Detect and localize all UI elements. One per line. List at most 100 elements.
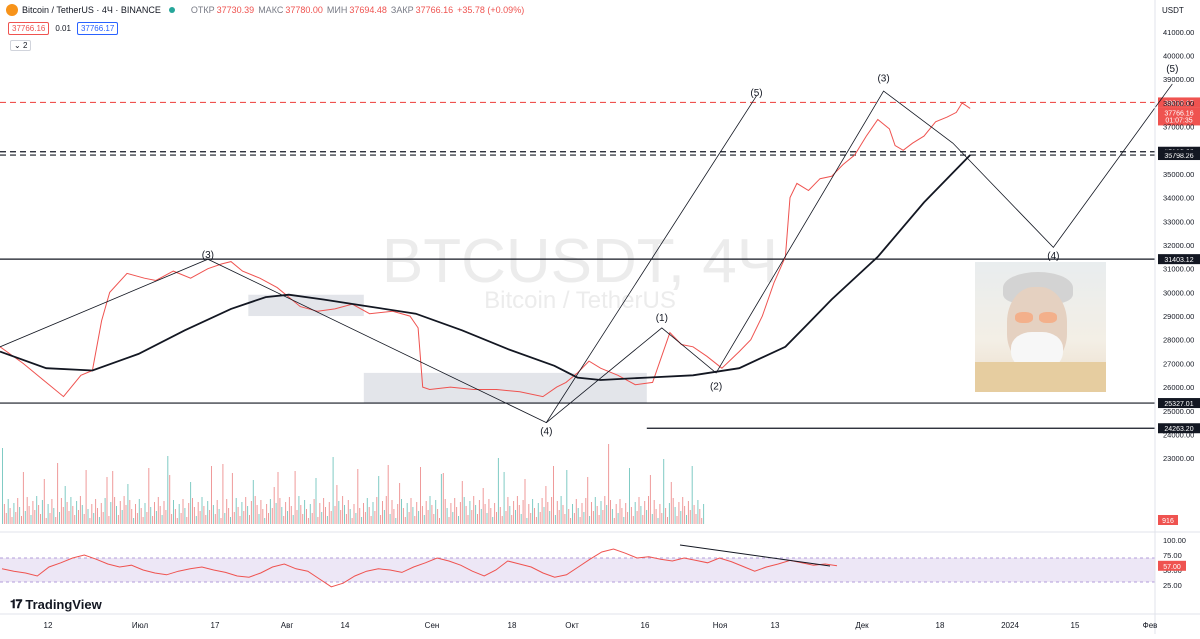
volume-bar (697, 500, 699, 524)
volume-bar (150, 507, 152, 524)
volume-bar (355, 513, 357, 524)
volume-bar (608, 444, 610, 524)
volume-bar (646, 510, 648, 524)
wave-label: (3) (202, 250, 214, 261)
volume-bar (114, 497, 116, 524)
volume-bar (642, 515, 644, 524)
volume-bar (435, 500, 437, 524)
sell-button[interactable]: 37766.16 (8, 22, 50, 35)
wave-label: (2) (710, 381, 722, 392)
volume-bar (98, 517, 100, 524)
volume-bar (425, 501, 427, 524)
volume-bar (471, 510, 473, 524)
volume-bar (237, 507, 239, 524)
y-tick-label: 25000.00 (1163, 407, 1194, 416)
volume-bar (49, 513, 51, 524)
x-tick-label: 18 (936, 621, 945, 630)
volume-bar (85, 470, 87, 524)
volume-bar (507, 497, 509, 524)
open-label: ОТКР (190, 5, 215, 15)
volume-bar (659, 504, 661, 524)
volume-bar (228, 508, 230, 524)
volume-bar (207, 501, 209, 524)
volume-bar (564, 514, 566, 524)
volume-bar (43, 479, 45, 524)
volume-bar (684, 506, 686, 524)
volume-bar (302, 514, 304, 524)
y-tick-label: 30000.00 (1163, 288, 1194, 297)
volume-bar (95, 499, 97, 524)
volume-bar (401, 499, 402, 524)
volume-bar (81, 505, 83, 524)
volume-bar (41, 500, 43, 524)
volume-bar (549, 511, 551, 524)
symbol-title[interactable]: Bitcoin / TetherUS · 4Ч · BINANCE (22, 5, 161, 15)
volume-bar (182, 499, 184, 524)
volume-bar (199, 511, 201, 524)
volume-bar (640, 506, 642, 524)
y-tick-label: 31000.00 (1163, 265, 1194, 274)
volume-bar (689, 510, 691, 524)
axis-currency[interactable]: USDT (1162, 6, 1184, 15)
volume-bar (154, 502, 155, 524)
volume-bar (287, 511, 288, 524)
volume-bar (222, 464, 224, 524)
y-tick-label: 29000.00 (1163, 312, 1194, 321)
volume-bar (361, 517, 363, 524)
volume-bar (484, 504, 486, 524)
volume-bar (30, 515, 32, 524)
volume-bar (363, 503, 364, 524)
volume-bar (701, 518, 703, 524)
volume-bar (632, 516, 634, 524)
buy-button[interactable]: 37766.17 (76, 22, 119, 35)
volume-bar (448, 517, 450, 524)
volume-bar (112, 471, 114, 524)
volume-bar (192, 498, 193, 524)
volume-bar (129, 500, 131, 524)
price-level-tag (1158, 150, 1200, 161)
volume-bar (349, 509, 351, 524)
close-label: ЗАКР (390, 5, 414, 15)
volume-bar (629, 468, 630, 524)
indicators-toggle[interactable]: ⌄ 2 (10, 40, 32, 51)
volume-bar (678, 502, 680, 524)
volume-bar (188, 503, 190, 524)
y-tick-label: 38000.00 (1163, 99, 1194, 108)
volume-bar (224, 513, 226, 524)
volume-bar (220, 518, 222, 524)
volume-bar (193, 507, 195, 524)
volume-bar (2, 448, 3, 524)
volume-bar (146, 512, 148, 524)
volume-bar (28, 506, 30, 524)
volume-bar (190, 482, 192, 524)
volume-bar (558, 510, 560, 524)
volume-bar (47, 504, 49, 524)
volume-bar (180, 513, 182, 524)
volume-bar (89, 518, 91, 524)
volume-bar (239, 516, 241, 524)
volume-tag (1158, 515, 1178, 525)
volume-bar (78, 510, 79, 524)
volume-bar (661, 513, 663, 524)
volume-bar (636, 511, 638, 524)
rsi-tick-label: 100.00 (1163, 536, 1186, 545)
volume-bar (169, 475, 171, 524)
volume-bar (21, 516, 22, 524)
volume-bar (461, 481, 463, 524)
volume-bar (511, 515, 513, 524)
tradingview-logo[interactable]: 𝟏𝟕 TradingView (10, 597, 102, 612)
volume-bar (391, 500, 393, 524)
price-level-label: 25327.01 (1164, 401, 1193, 408)
volume-bar (399, 483, 401, 524)
price-level-tag (1158, 398, 1200, 409)
volume-bar (83, 514, 85, 524)
volume-bar (657, 518, 659, 524)
volume-bar (672, 498, 674, 524)
volume-bar (638, 497, 640, 524)
volume-bar (55, 517, 57, 524)
volume-bar (579, 517, 581, 524)
volume-bar (556, 501, 558, 524)
price-level-tag (1158, 97, 1200, 108)
